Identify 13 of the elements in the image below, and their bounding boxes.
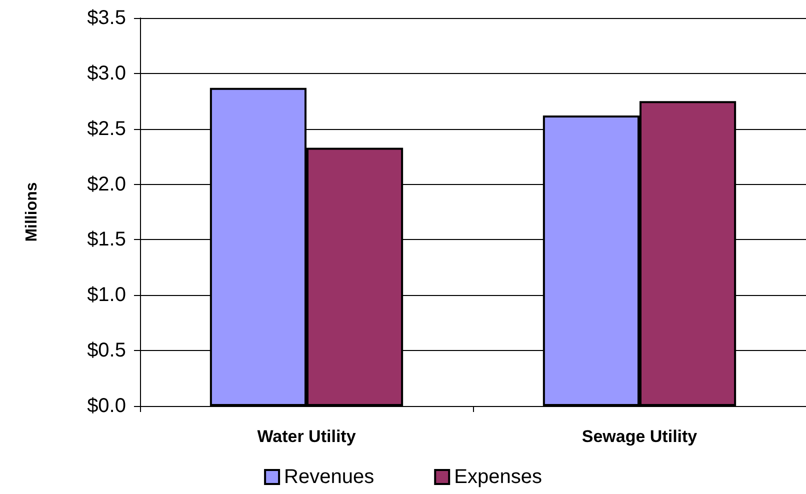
y-tick-label: $0.0 <box>87 395 126 417</box>
y-tick-label: $0.5 <box>87 340 126 362</box>
legend-label: Revenues <box>284 466 374 488</box>
y-tick-label: $2.5 <box>87 118 126 140</box>
y-tick-label: $1.5 <box>87 228 126 251</box>
y-tick-label: $2.0 <box>87 173 126 196</box>
x-tick-label: Water Utility <box>257 427 356 446</box>
y-axis-title: Millions <box>24 182 40 242</box>
y-tick-label: $3.5 <box>87 7 126 29</box>
x-tick-label: Sewage Utility <box>582 427 698 446</box>
y-tick-label: $1.0 <box>87 284 126 306</box>
legend-label: Expenses <box>454 466 542 488</box>
y-tick-label: $3.0 <box>87 62 126 84</box>
